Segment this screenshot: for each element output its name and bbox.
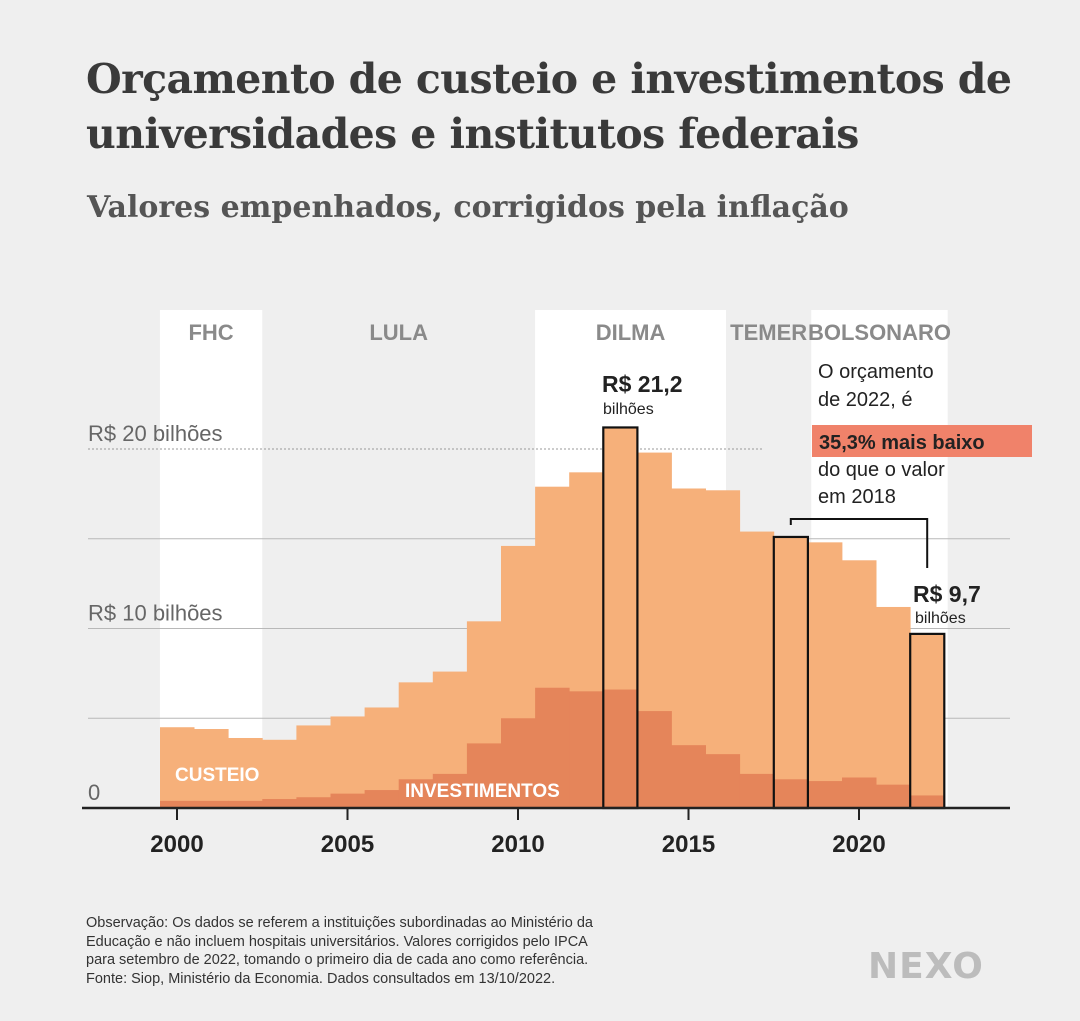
last-value-label: R$ 9,7: [913, 581, 981, 607]
chart-subtitle: Valores empenhados, corrigidos pela infl…: [87, 190, 849, 225]
investimentos-bar-2000: [160, 800, 195, 808]
investimentos-bar-2001: [194, 800, 229, 808]
nexo-logo: NEXO: [868, 946, 984, 987]
period-label-fhc: FHC: [188, 320, 233, 345]
investimentos-series-label: INVESTIMENTOS: [405, 781, 560, 802]
comparison-bracket: [789, 518, 929, 568]
x-tick-label: 2010: [491, 831, 544, 858]
investimentos-bar-2012: [569, 691, 604, 808]
note-line-4: em 2018: [818, 486, 896, 508]
custeio-bar-2002: [228, 737, 263, 808]
note-highlight-box: [812, 425, 1032, 457]
y-tick-label: 0: [88, 780, 100, 805]
peak-unit-label: bilhões: [603, 401, 654, 418]
x-tick-label: 2005: [321, 831, 374, 858]
chart-title: Orçamento de custeio e investimentos de …: [86, 55, 1012, 158]
investimentos-bar-2003: [262, 799, 297, 808]
footnote-line: Observação: Os dados se referem a instit…: [86, 915, 593, 931]
x-tick-label: 2020: [832, 831, 885, 858]
period-label-temer: TEMER: [730, 320, 807, 345]
investimentos-bar-2013: [603, 689, 638, 808]
note-highlight-text: 35,3% mais baixo: [819, 432, 985, 454]
custeio-bar-2005: [330, 716, 365, 808]
investimentos-bar-2005: [330, 793, 365, 808]
period-label-bolsonaro: BOLSONARO: [808, 320, 951, 345]
period-label-dilma: DILMA: [596, 320, 666, 345]
investimentos-bar-2006: [364, 790, 400, 808]
x-tick-label: 2015: [662, 831, 715, 858]
custeio-bar-2022: [910, 633, 945, 808]
note-line-3: do que o valor: [818, 459, 945, 481]
custeio-bar-2020: [842, 560, 877, 808]
investimentos-bar-2017: [739, 773, 775, 808]
custeio-series-label: CUSTEIO: [175, 765, 259, 786]
investimentos-bar-2015: [671, 745, 706, 808]
note-line-2: de 2022, é: [818, 389, 913, 411]
y-tick-label: R$ 10 bilhões: [88, 601, 223, 626]
y-tick-label: R$ 20 bilhões: [88, 421, 223, 446]
custeio-bar-2021: [876, 606, 911, 808]
custeio-bar-2017: [739, 531, 775, 808]
note-line-1: O orçamento: [818, 361, 934, 383]
investimentos-bar-2018: [773, 779, 809, 808]
investimentos-bar-2014: [637, 711, 672, 808]
x-tick-label: 2000: [150, 831, 203, 858]
investimentos-bar-2019: [807, 781, 843, 808]
investimentos-bar-2009: [466, 743, 502, 808]
custeio-bar-2001: [194, 729, 229, 808]
period-label-lula: LULA: [369, 320, 428, 345]
period-band-fhc: [159, 310, 263, 808]
custeio-bar-2003: [262, 739, 297, 808]
budget-chart: FHC LULA DILMA TEMER BOLSONARO 0 R$ 10 bilhões…: [82, 310, 1032, 858]
last-unit-label: bilhões: [915, 610, 966, 627]
custeio-bar-2004: [296, 725, 331, 808]
investimentos-bar-2010: [501, 718, 536, 808]
investimentos-bar-2021: [876, 784, 911, 808]
custeio-bar-2019: [807, 542, 843, 808]
custeio-bar-2018: [773, 536, 809, 808]
investimentos-bar-2008: [432, 773, 468, 808]
investimentos-bar-2022: [910, 795, 945, 808]
investimentos-bar-2020: [842, 777, 877, 808]
footnote-line: Educação e não incluem hospitais univers…: [86, 933, 588, 950]
peak-value-label: R$ 21,2: [602, 371, 683, 397]
footnote-line: Fonte: Siop, Ministério da Economia. Dad…: [86, 970, 556, 987]
investimentos-bar-2007: [398, 779, 434, 808]
investimentos-bar-2016: [705, 754, 741, 808]
investimentos-bar-2002: [228, 800, 263, 808]
footnote-line: para setembro de 2022, tomando o primeir…: [86, 952, 589, 968]
investimentos-bar-2011: [535, 687, 570, 808]
custeio-bar-2000: [160, 727, 195, 808]
investimentos-bar-2004: [296, 797, 331, 808]
footnote: Observação: Os dados se referem a instit…: [86, 914, 806, 988]
